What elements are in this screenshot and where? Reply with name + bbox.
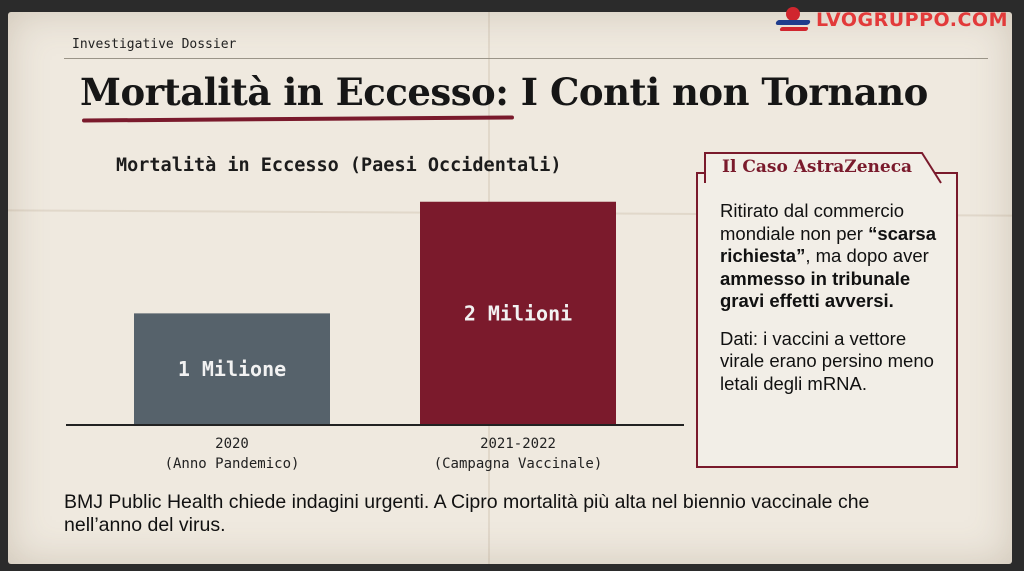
info-box-heading: Il Caso AstraZeneca: [722, 157, 913, 177]
x-tick-label: 2021-2022: [480, 436, 556, 452]
bar-2: [420, 201, 616, 425]
brand-logo[interactable]: LVOGRUPPO.COM: [775, 4, 1008, 36]
section-kicker: Investigative Dossier: [72, 37, 237, 52]
page-title: Mortalità in Eccesso: I Conti non Tornan…: [80, 70, 928, 114]
x-tick-sublabel: (Campagna Vaccinale): [434, 456, 603, 472]
info-box-tab: [704, 152, 942, 184]
info-paragraph-2: Dati: i vaccini a vettore virale erano p…: [720, 327, 934, 394]
title-highlight: Mortalità in Eccesso: [80, 70, 496, 114]
info-paragraph-1: Ritirato dal commercio mondiale non per …: [720, 200, 937, 311]
x-tick-label: 2020: [215, 436, 249, 452]
info-box-body: Ritirato dal commercio mondiale non per …: [720, 200, 948, 410]
chart-title: Mortalità in Eccesso (Paesi Occidentali): [116, 155, 562, 176]
info-box: [696, 172, 958, 468]
bar-data-label: 1 Milione: [178, 357, 286, 381]
x-tick-sublabel: (Anno Pandemico): [165, 456, 300, 472]
title-rest: : I Conti non Tornano: [495, 70, 928, 114]
logo-mark-icon: [775, 7, 811, 33]
bar-data-label: 2 Milioni: [464, 301, 572, 325]
header-rule: [64, 58, 988, 59]
bar-1: [134, 313, 330, 425]
footer-caption: BMJ Public Health chiede indagini urgent…: [64, 491, 870, 536]
logo-text: LVOGRUPPO.COM: [816, 9, 1008, 31]
